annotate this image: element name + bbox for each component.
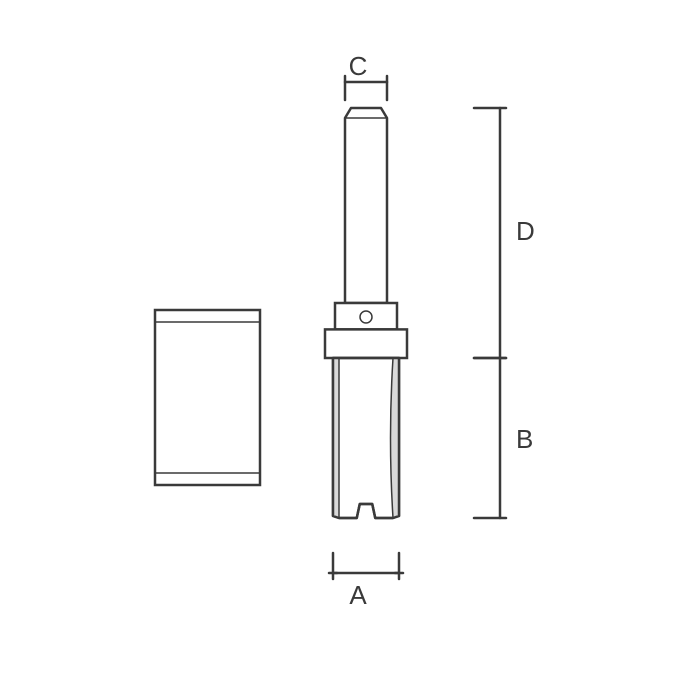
- dim-label-C: C: [349, 51, 368, 81]
- dim-label-D: D: [516, 216, 535, 246]
- shank: [345, 108, 387, 303]
- cutter-body: [333, 358, 399, 518]
- dim-label-A: A: [349, 580, 367, 610]
- bearing-bottom: [325, 329, 407, 358]
- router-bit-diagram: A C D B: [0, 0, 700, 700]
- carbide-right: [391, 358, 400, 518]
- bearing-top: [335, 303, 397, 329]
- dim-label-B: B: [516, 424, 533, 454]
- sleeve: [155, 310, 260, 485]
